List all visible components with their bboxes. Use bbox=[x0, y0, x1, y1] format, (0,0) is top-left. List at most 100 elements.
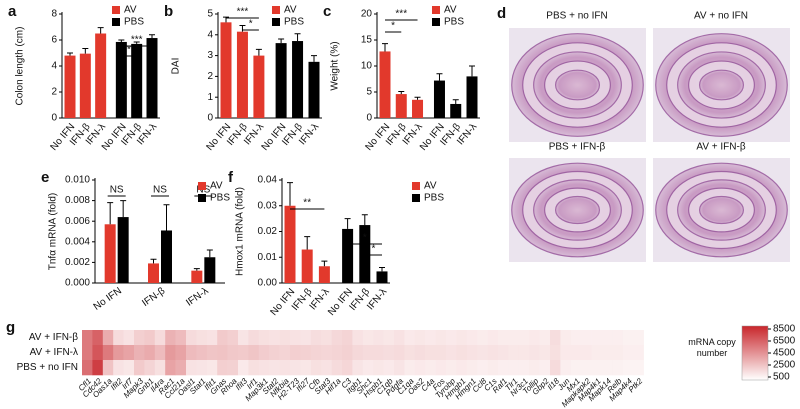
panel-label: a bbox=[8, 3, 17, 20]
error-bar bbox=[398, 90, 405, 95]
heatmap-cell bbox=[539, 345, 551, 361]
heatmap-cell bbox=[248, 360, 260, 376]
heatmap-cell bbox=[394, 345, 405, 361]
bar bbox=[117, 217, 129, 283]
heatmap-cell bbox=[196, 330, 208, 346]
significance-label: ** bbox=[303, 198, 311, 209]
y-tick-label: 0 bbox=[51, 113, 57, 124]
legend-swatch bbox=[432, 6, 440, 14]
legend-label: PBS bbox=[124, 17, 144, 28]
error-bar bbox=[287, 182, 293, 206]
legend-label: PBS bbox=[424, 193, 444, 204]
significance-label: * bbox=[127, 45, 131, 56]
error-bar bbox=[452, 99, 459, 104]
y-axis-label: Hmox1 mRNA (fold) bbox=[235, 187, 246, 276]
heatmap-cell bbox=[123, 360, 135, 376]
heatmap-cell bbox=[404, 345, 416, 361]
heatmap-cell bbox=[612, 330, 624, 346]
legend-label: AV bbox=[284, 5, 297, 16]
heatmap-cell bbox=[134, 330, 145, 346]
heatmap-cell bbox=[373, 360, 384, 376]
error-bar bbox=[304, 236, 311, 250]
significance-label: *** bbox=[131, 35, 143, 46]
heatmap-cell bbox=[196, 360, 208, 376]
heatmap-cell bbox=[498, 330, 509, 346]
legend-swatch bbox=[272, 6, 280, 14]
heatmap-cell bbox=[238, 360, 249, 376]
heatmap-cell bbox=[144, 330, 156, 346]
bar bbox=[64, 55, 76, 118]
panel-label: b bbox=[164, 3, 173, 20]
heatmap-cell bbox=[113, 330, 124, 346]
error-bar bbox=[361, 214, 368, 226]
heatmap-cell bbox=[342, 330, 353, 346]
y-axis-label: Weight (%) bbox=[330, 41, 341, 90]
y-tick-label: 0.01 bbox=[258, 252, 278, 263]
legend-label: PBS bbox=[284, 17, 304, 28]
heatmap-cell bbox=[404, 330, 416, 346]
error-bar bbox=[469, 65, 475, 77]
bar bbox=[466, 76, 478, 118]
heatmap-cell bbox=[154, 360, 166, 376]
heatmap-cell bbox=[362, 345, 374, 361]
legend-label: PBS bbox=[444, 17, 464, 28]
heatmap-cell bbox=[300, 330, 312, 346]
legend-label: PBS bbox=[210, 193, 230, 204]
heatmap-cell bbox=[258, 330, 270, 346]
heatmap-cell bbox=[290, 360, 301, 376]
heatmap-cell bbox=[154, 345, 166, 361]
heatmap-cell bbox=[477, 330, 488, 346]
heatmap-cell bbox=[602, 330, 613, 346]
y-tick-label: 10 bbox=[361, 61, 373, 72]
heatmap-cell bbox=[466, 345, 478, 361]
bar bbox=[79, 53, 91, 118]
bar bbox=[236, 31, 248, 118]
heatmap-cell bbox=[144, 345, 156, 361]
error-bar bbox=[382, 43, 388, 52]
heatmap-cell bbox=[279, 330, 291, 346]
legend-swatch bbox=[198, 182, 206, 190]
heatmap-cell bbox=[539, 330, 551, 346]
heatmap-cell bbox=[342, 345, 353, 361]
significance-label: NS bbox=[196, 185, 210, 196]
heatmap-cell bbox=[310, 360, 322, 376]
error-bar bbox=[118, 39, 125, 42]
legend-swatch bbox=[412, 182, 420, 190]
y-tick-label: 8 bbox=[51, 9, 57, 20]
significance-label: NS bbox=[110, 185, 124, 196]
legend-label: AV bbox=[424, 181, 437, 192]
error-bar bbox=[97, 27, 104, 34]
tissue-fold bbox=[554, 195, 601, 225]
y-tick-label: 15 bbox=[361, 35, 373, 46]
bar bbox=[220, 22, 232, 118]
y-tick-label: 0.00 bbox=[258, 278, 278, 289]
error-bar bbox=[107, 202, 114, 225]
heatmap-cell bbox=[206, 330, 218, 346]
legend-label: AV bbox=[210, 181, 223, 192]
error-bar bbox=[278, 38, 285, 44]
significance-label: * bbox=[371, 244, 375, 255]
y-tick-label: 1 bbox=[207, 92, 213, 103]
error-bar bbox=[163, 204, 170, 231]
bar bbox=[450, 103, 462, 118]
panel-label: g bbox=[6, 319, 15, 336]
bar bbox=[275, 43, 287, 119]
heatmap-cell bbox=[258, 360, 270, 376]
heatmap-cell bbox=[529, 360, 540, 376]
heatmap-cell bbox=[352, 360, 364, 376]
significance-label: *** bbox=[237, 7, 249, 18]
y-axis-label: DAI bbox=[171, 58, 182, 75]
legend-swatch bbox=[432, 18, 440, 26]
heatmap-cell bbox=[394, 330, 405, 346]
error-bar bbox=[239, 24, 246, 32]
bar bbox=[359, 225, 371, 283]
heatmap-cell bbox=[186, 345, 197, 361]
y-tick-label: 2 bbox=[51, 87, 57, 98]
heatmap-cell bbox=[622, 345, 634, 361]
heatmap-cell bbox=[394, 360, 405, 376]
heatmap-cell bbox=[550, 360, 561, 376]
heatmap-cell bbox=[383, 360, 395, 376]
error-bar bbox=[255, 48, 262, 56]
heatmap-cell bbox=[290, 345, 301, 361]
